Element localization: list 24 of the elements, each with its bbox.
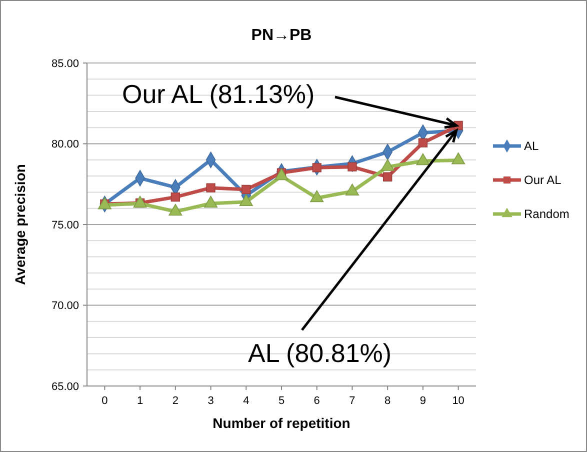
y-tick-label: 65.00 [51,380,79,393]
annotation: AL (80.81%) [248,338,392,368]
legend-label: AL [524,139,540,154]
x-tick-label: 2 [172,395,178,407]
x-axis-title: Number of repetition [212,415,350,431]
x-tick-label: 1 [136,395,144,407]
y-tick-label: 75.00 [51,219,79,232]
x-tick-label: 6 [314,395,320,407]
x-tick-label: 9 [420,395,426,407]
legend-label: Random [524,207,570,222]
x-tick-label: 7 [349,395,356,407]
annotation: Our AL (81.13%) [122,79,315,109]
chart-title: PN→PB [251,27,312,44]
legend-label: Our AL [524,173,562,188]
x-tick-label: 5 [278,395,285,407]
y-tick-label: 80.00 [51,138,79,151]
x-tick-label: 4 [243,395,250,407]
x-tick-label: 0 [102,395,108,407]
x-tick-label: 10 [452,395,464,407]
x-tick-label: 3 [208,395,214,407]
y-tick-label: 70.00 [51,300,79,312]
x-tick-label: 8 [384,395,391,407]
y-tick-label: 85.00 [51,58,79,70]
y-axis-title: Average precision [12,164,28,285]
